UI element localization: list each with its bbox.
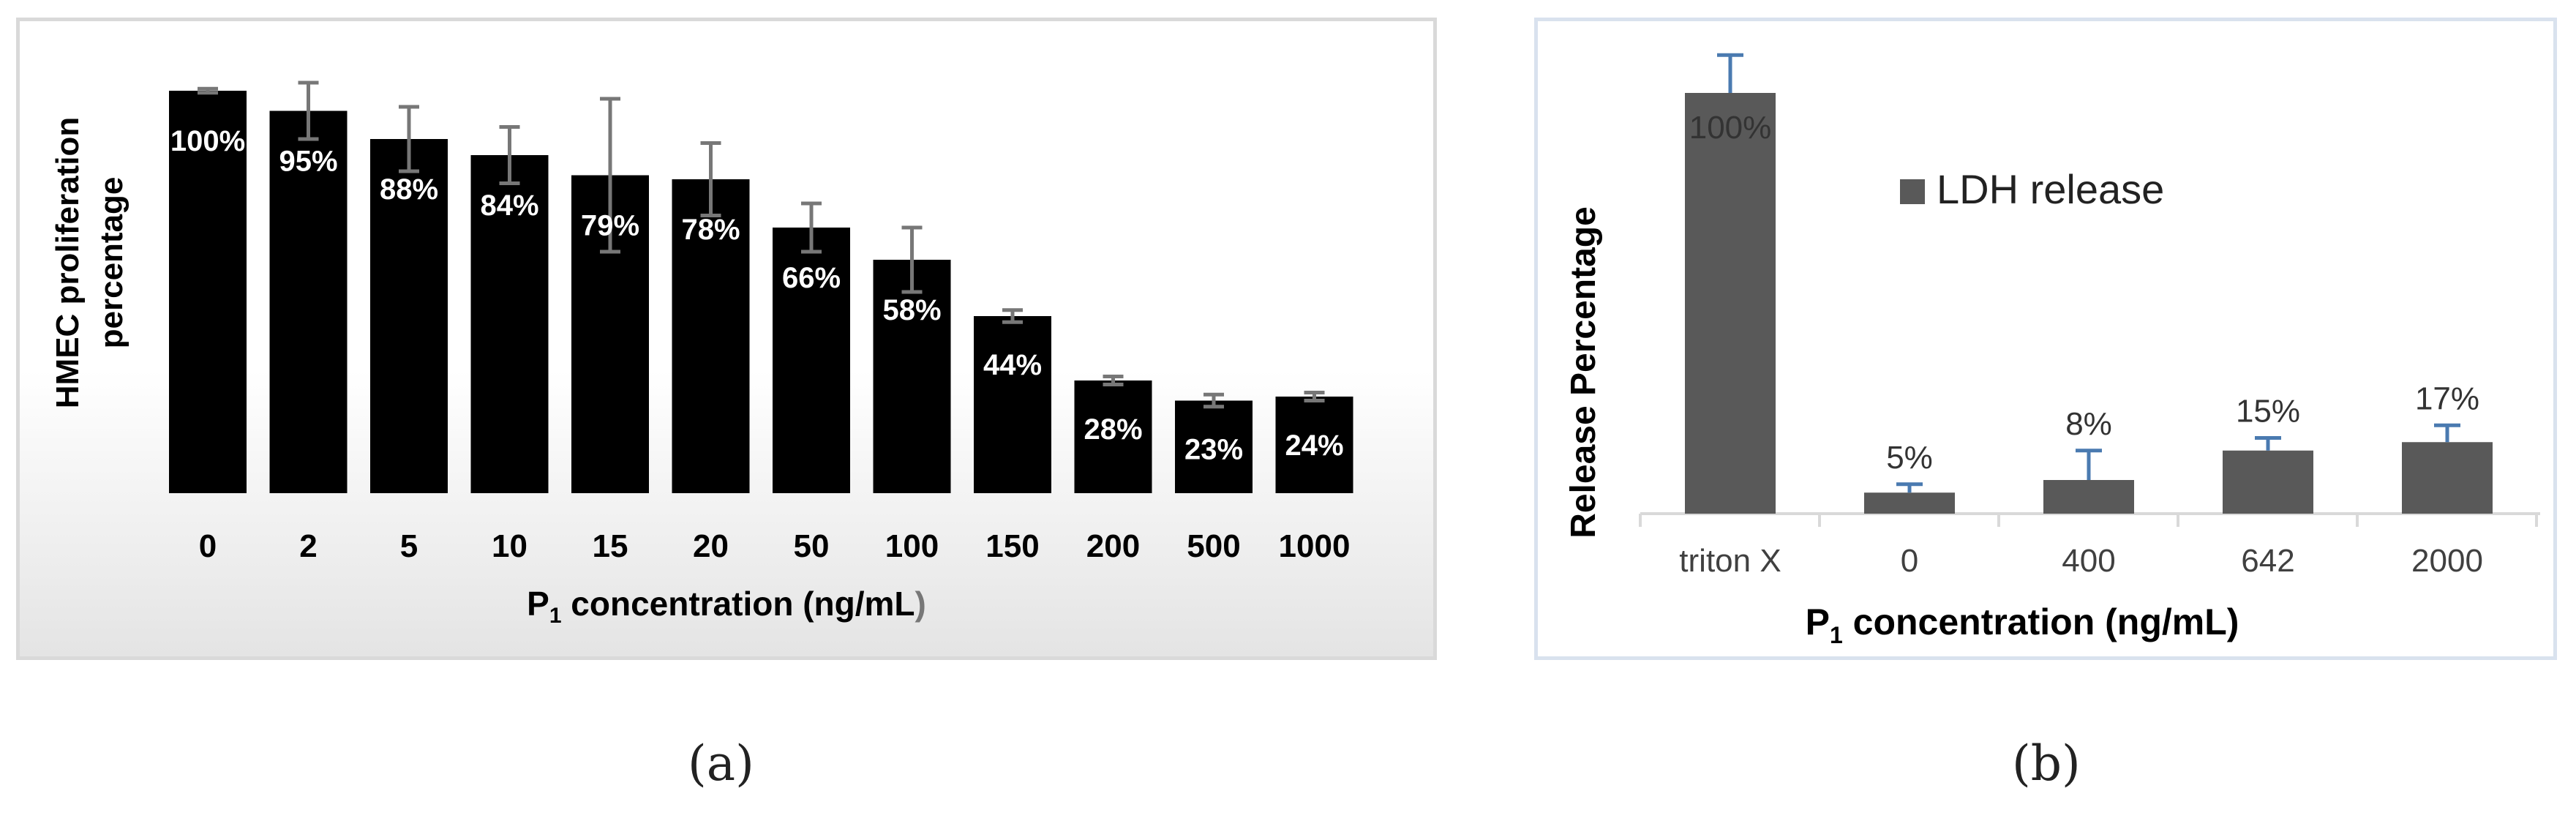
y-axis-title-line2: percentage xyxy=(94,177,129,349)
bar xyxy=(873,260,951,493)
data-label: 15% xyxy=(2236,394,2300,430)
legend-swatch xyxy=(1900,179,1925,204)
data-label: 23% xyxy=(1184,434,1243,466)
x-axis xyxy=(1639,512,2540,527)
bar xyxy=(1175,400,1253,493)
bar xyxy=(2043,480,2134,514)
data-label: 78% xyxy=(681,214,740,246)
chart-a-svg: 100% 0 95% 2 88% 5 84% 10 79% 15 78% 20 66% 50 58% 100 4… xyxy=(50,80,1353,628)
bar xyxy=(1685,93,1776,514)
bar xyxy=(1275,397,1353,493)
data-label: 79% xyxy=(581,210,639,242)
data-label: 17% xyxy=(2415,380,2479,416)
y-axis-title: Release Percentage xyxy=(1564,206,1603,539)
x-axis-title: P1 concentration (ng/mL) xyxy=(527,585,926,628)
bar xyxy=(269,110,348,493)
error-bar xyxy=(801,201,822,254)
error-bar xyxy=(499,125,520,185)
x-tick-label: 2 xyxy=(299,528,317,564)
data-label: 66% xyxy=(782,262,841,294)
x-tick-label: 100 xyxy=(885,528,939,564)
error-bar xyxy=(2255,436,2281,451)
x-tick-label: triton X xyxy=(1679,543,1781,579)
error-bar xyxy=(1896,482,1923,493)
x-tick-label: 2000 xyxy=(2411,543,2483,579)
bar xyxy=(2223,450,2313,514)
x-tick-label: 642 xyxy=(2241,543,2294,579)
bar xyxy=(470,155,549,493)
bar xyxy=(974,316,1051,493)
error-bar xyxy=(1103,375,1124,386)
x-axis-title-sub: 1 xyxy=(549,604,562,628)
data-label: 100% xyxy=(1689,110,1772,146)
data-label: 100% xyxy=(170,125,245,157)
x-axis-title-end: ) xyxy=(915,585,926,623)
x-axis-title-main: P xyxy=(527,585,549,623)
error-bar xyxy=(1203,392,1224,409)
x-axis-title-rest: concentration (ng/mL xyxy=(562,585,915,623)
x-tick-label: 50 xyxy=(794,528,830,564)
error-bar xyxy=(700,141,721,217)
bar xyxy=(169,91,247,493)
error-bar xyxy=(901,225,923,294)
chart-panel-a: 100% 0 95% 2 88% 5 84% 10 79% 15 78% 20 66% 50 58% 100 4… xyxy=(16,18,1437,660)
bar xyxy=(672,179,750,493)
data-label: 84% xyxy=(480,190,538,222)
error-bar xyxy=(1304,391,1325,402)
x-tick-label: 500 xyxy=(1187,528,1240,564)
x-axis-title-sub: 1 xyxy=(1830,622,1843,648)
data-label: 24% xyxy=(1285,430,1343,462)
x-axis-title: P1 concentration (ng/mL) xyxy=(1806,601,2239,648)
y-axis-title: HMEC proliferation percentage xyxy=(50,117,129,408)
error-bar xyxy=(2076,449,2102,480)
x-axis-title-main: P xyxy=(1806,601,1830,642)
data-label: 58% xyxy=(882,294,941,326)
error-bar xyxy=(1002,308,1023,324)
chart-panel-b: 100% triton X 5% 0 8% 400 15% 642 17% 2000 LDH rel… xyxy=(1534,18,2557,660)
caption-b: (b) xyxy=(2012,735,2081,792)
error-bar xyxy=(298,80,319,141)
error-bar xyxy=(1717,53,1743,93)
x-tick-label: 400 xyxy=(2062,543,2115,579)
bar xyxy=(370,139,448,493)
x-tick-label: 15 xyxy=(593,528,628,564)
error-bar xyxy=(399,105,419,173)
error-bar xyxy=(198,86,218,95)
data-label: 95% xyxy=(279,146,337,178)
data-label: 28% xyxy=(1084,413,1142,446)
y-axis-title-line1: HMEC proliferation xyxy=(50,117,86,408)
x-tick-label: 0 xyxy=(1901,543,1918,579)
legend-label: LDH release xyxy=(1937,166,2164,212)
chart-b-svg: 100% triton X 5% 0 8% 400 15% 642 17% 2000 LDH rel… xyxy=(1564,53,2540,648)
bar xyxy=(1864,492,1955,514)
bar xyxy=(773,228,850,493)
x-tick-label: 0 xyxy=(199,528,217,564)
data-label: 88% xyxy=(380,173,438,206)
x-tick-label: 10 xyxy=(492,528,527,564)
x-axis-title-rest: concentration (ng/mL) xyxy=(1843,601,2239,642)
x-tick-label: 1000 xyxy=(1279,528,1351,564)
x-tick-label: 200 xyxy=(1086,528,1140,564)
data-label: 44% xyxy=(983,349,1042,381)
data-label: 8% xyxy=(2065,406,2112,442)
x-tick-label: 150 xyxy=(985,528,1039,564)
bar xyxy=(2402,442,2493,514)
x-tick-label: 5 xyxy=(400,528,418,564)
error-bar xyxy=(2434,423,2460,443)
x-tick-label: 20 xyxy=(693,528,729,564)
caption-a: (a) xyxy=(688,735,754,792)
bar xyxy=(1074,380,1152,493)
data-label: 5% xyxy=(1886,440,1933,476)
error-bar xyxy=(600,97,620,254)
